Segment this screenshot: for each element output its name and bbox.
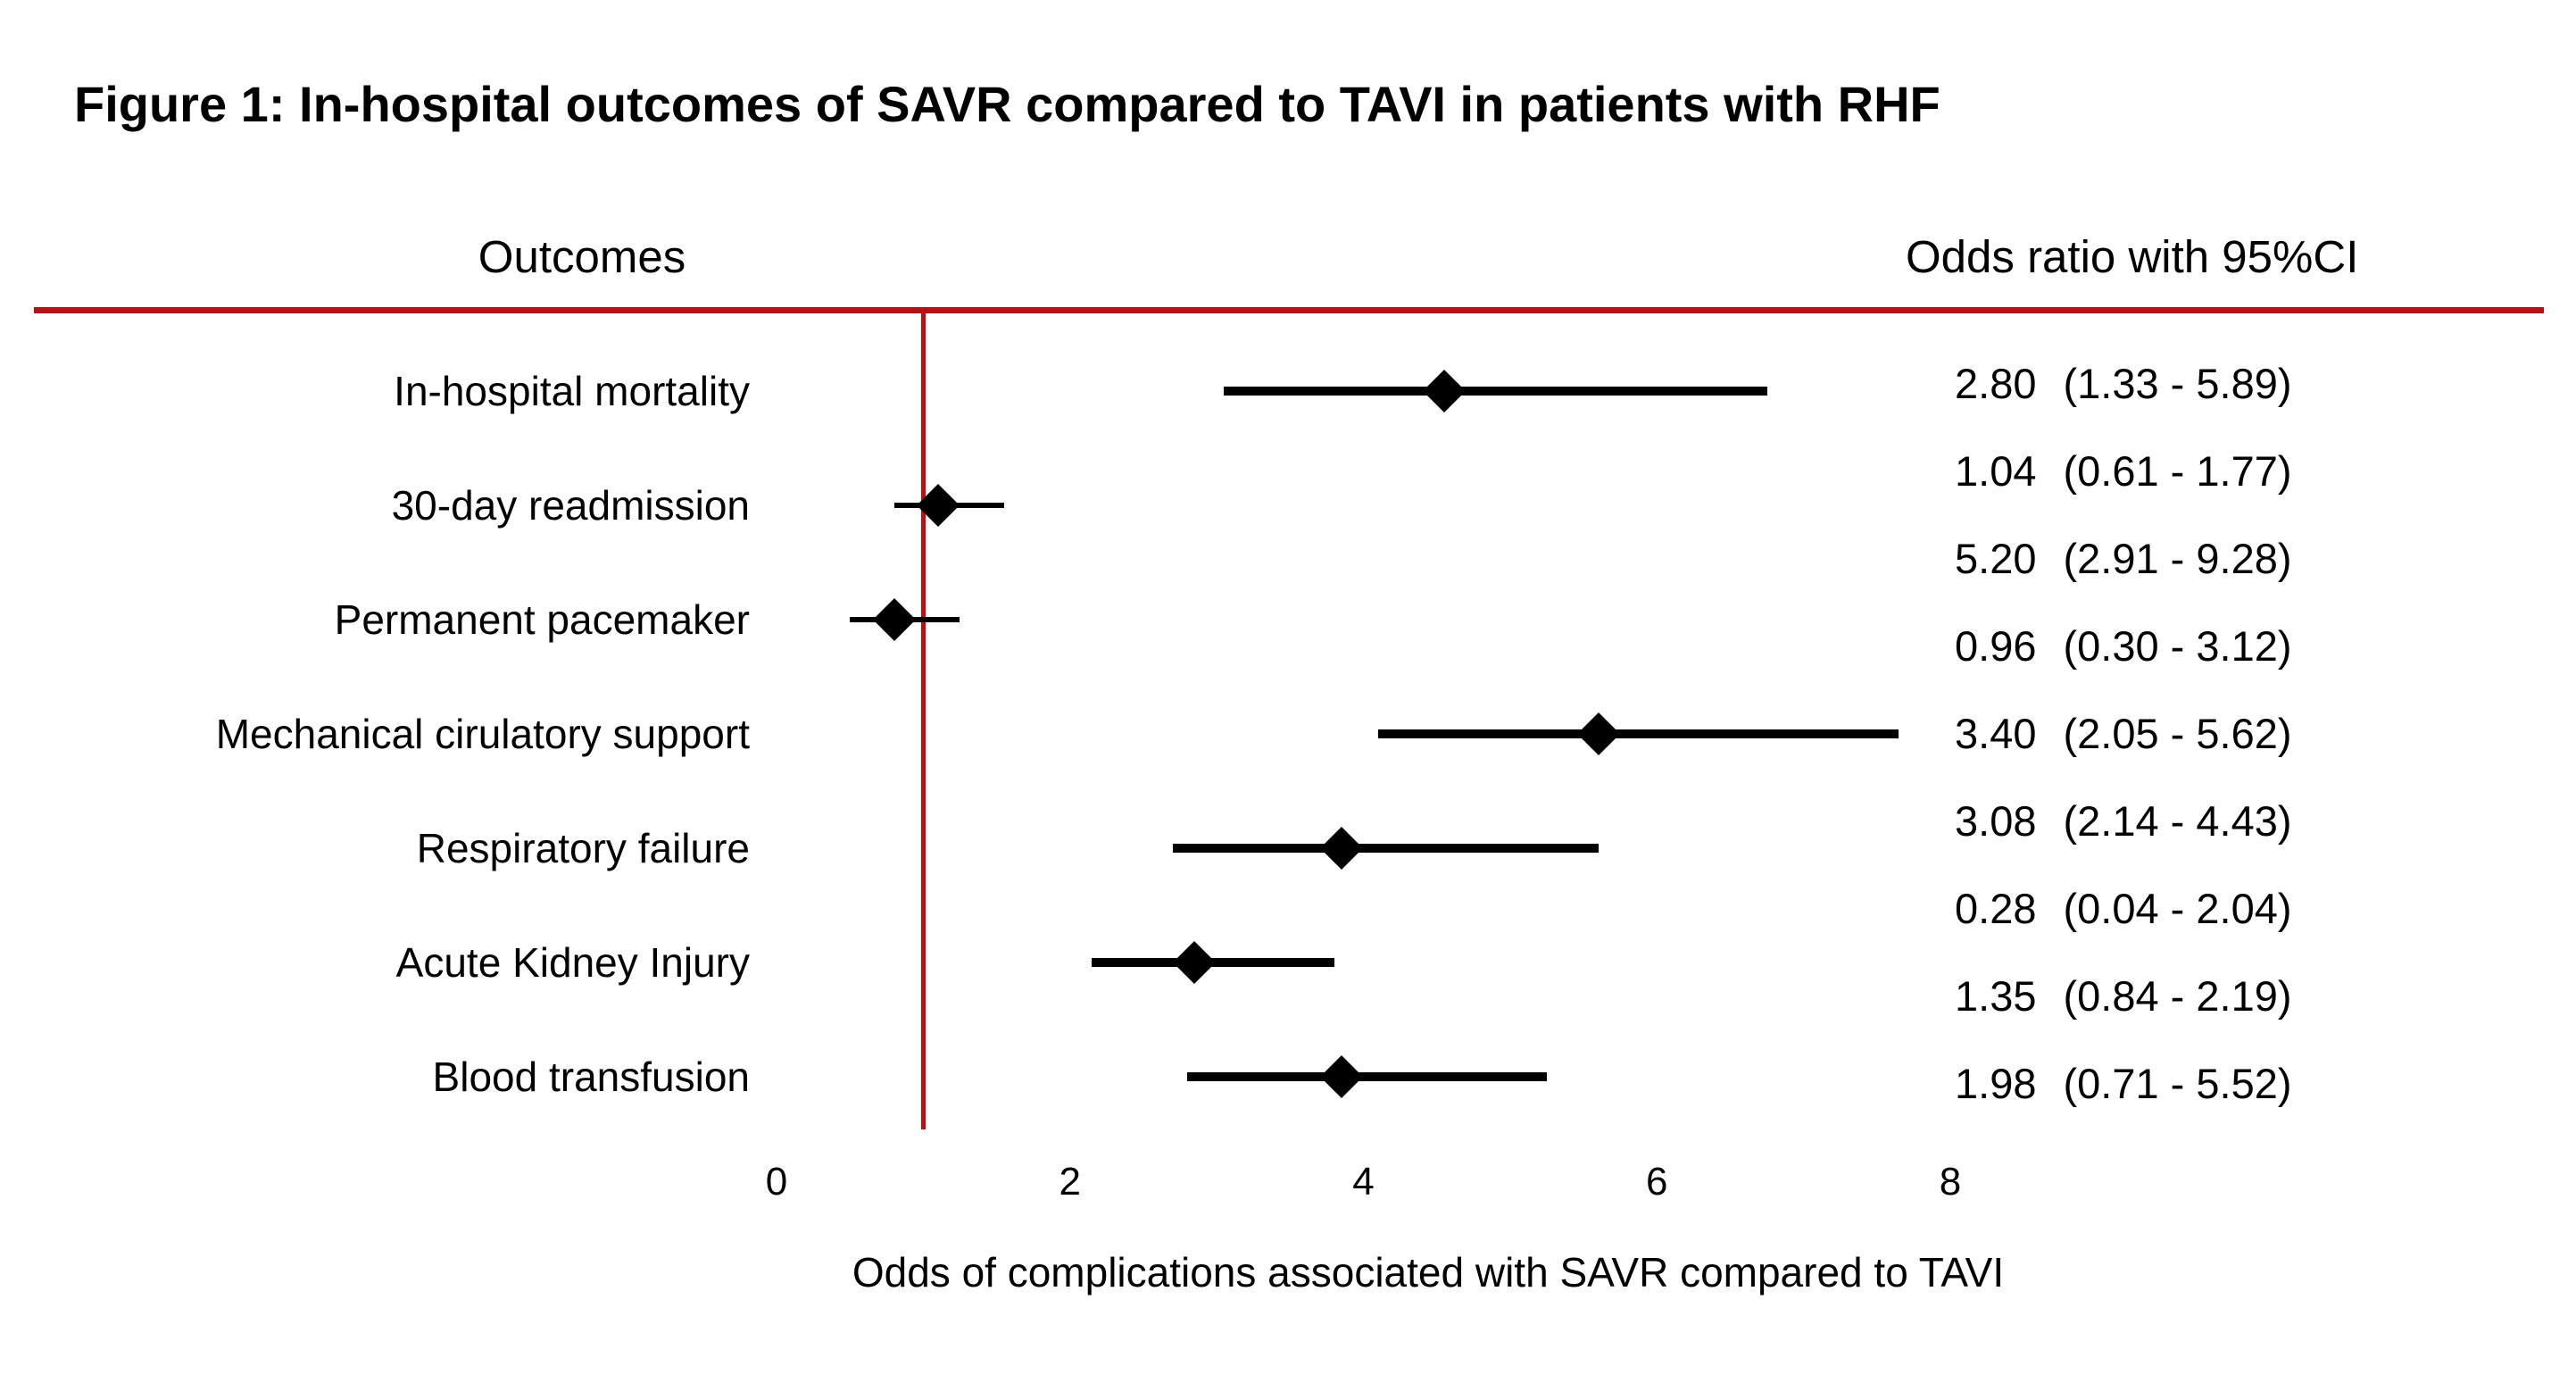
reference-line-or-1 — [920, 313, 926, 1129]
or-confidence-interval: (0.71 - 5.52) — [2063, 1060, 2292, 1107]
or-value-row: 3.40 (2.05 - 5.62) — [1955, 708, 2292, 760]
estimate-diamond — [1319, 826, 1363, 871]
or-confidence-interval: (0.04 - 2.04) — [2063, 885, 2292, 932]
or-value-row: 3.08 (2.14 - 4.43) — [1955, 796, 2292, 847]
x-axis-title: Odds of complications associated with SA… — [852, 1249, 2005, 1296]
ci-whisker — [1377, 729, 1899, 738]
ci-whisker — [1172, 844, 1599, 853]
or-estimate: 2.80 — [1955, 360, 2037, 407]
or-estimate: 0.96 — [1955, 622, 2037, 670]
x-tick-label: 2 — [1059, 1160, 1081, 1204]
header-divider-rule — [34, 307, 2544, 313]
estimate-diamond — [1173, 940, 1217, 985]
or-confidence-interval: (0.61 - 1.77) — [2063, 447, 2292, 495]
estimate-diamond — [1576, 712, 1620, 756]
or-value-row: 1.35 (0.84 - 2.19) — [1955, 971, 2292, 1022]
outcome-label: Acute Kidney Injury — [395, 939, 750, 986]
or-confidence-interval: (0.30 - 3.12) — [2063, 622, 2292, 670]
ci-whisker — [1187, 1072, 1547, 1081]
ci-whisker — [1224, 387, 1767, 396]
estimate-diamond — [1422, 369, 1466, 413]
or-confidence-interval: (1.33 - 5.89) — [2063, 360, 2292, 407]
figure-title: Figure 1: In-hospital outcomes of SAVR c… — [74, 76, 1940, 132]
outcome-label: Mechanical cirulatory support — [215, 711, 750, 757]
outcome-label: In-hospital mortality — [394, 368, 750, 414]
or-value-row: 0.96 (0.30 - 3.12) — [1955, 621, 2292, 672]
estimate-diamond — [1319, 1054, 1363, 1099]
or-value-row: 0.28 (0.04 - 2.04) — [1955, 883, 2292, 935]
outcome-label: Respiratory failure — [416, 825, 750, 871]
or-confidence-interval: (0.84 - 2.19) — [2063, 972, 2292, 1020]
or-estimate: 0.28 — [1955, 885, 2037, 932]
or-value-row: 5.20 (2.91 - 9.28) — [1955, 533, 2292, 585]
or-estimate: 5.20 — [1955, 535, 2037, 582]
estimate-diamond — [872, 597, 916, 642]
or-confidence-interval: (2.05 - 5.62) — [2063, 710, 2292, 757]
or-estimate: 1.35 — [1955, 972, 2037, 1020]
or-estimate: 3.08 — [1955, 797, 2037, 845]
or-value-row: 1.98 (0.71 - 5.52) — [1955, 1058, 2292, 1110]
outcomes-column-header: Outcomes — [478, 231, 686, 282]
or-estimate: 1.04 — [1955, 447, 2037, 495]
or-confidence-interval: (2.14 - 4.43) — [2063, 797, 2292, 845]
or-estimate: 3.40 — [1955, 710, 2037, 757]
x-tick-label: 8 — [1939, 1160, 1962, 1204]
or-value-row: 2.80 (1.33 - 5.89) — [1955, 358, 2292, 410]
outcome-label: Blood transfusion — [432, 1054, 750, 1100]
outcome-label: Permanent pacemaker — [334, 596, 750, 643]
x-tick-label: 4 — [1352, 1160, 1375, 1204]
or-estimate: 1.98 — [1955, 1060, 2037, 1107]
or-value-row: 1.04 (0.61 - 1.77) — [1955, 446, 2292, 497]
x-tick-label: 6 — [1646, 1160, 1668, 1204]
odds-ratio-column-header: Odds ratio with 95%CI — [1906, 231, 2359, 282]
or-confidence-interval: (2.91 - 9.28) — [2063, 535, 2292, 582]
outcome-label: 30-day readmission — [391, 482, 750, 529]
x-tick-label: 0 — [765, 1160, 788, 1204]
